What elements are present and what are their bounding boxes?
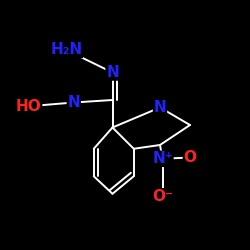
Text: N: N	[68, 95, 80, 110]
Text: N: N	[106, 65, 119, 80]
Text: H₂N: H₂N	[50, 42, 82, 58]
Text: HO: HO	[16, 99, 42, 114]
Text: N⁺: N⁺	[152, 151, 173, 166]
Text: O⁻: O⁻	[152, 189, 173, 204]
Text: O: O	[184, 150, 196, 165]
Text: N: N	[154, 100, 166, 115]
